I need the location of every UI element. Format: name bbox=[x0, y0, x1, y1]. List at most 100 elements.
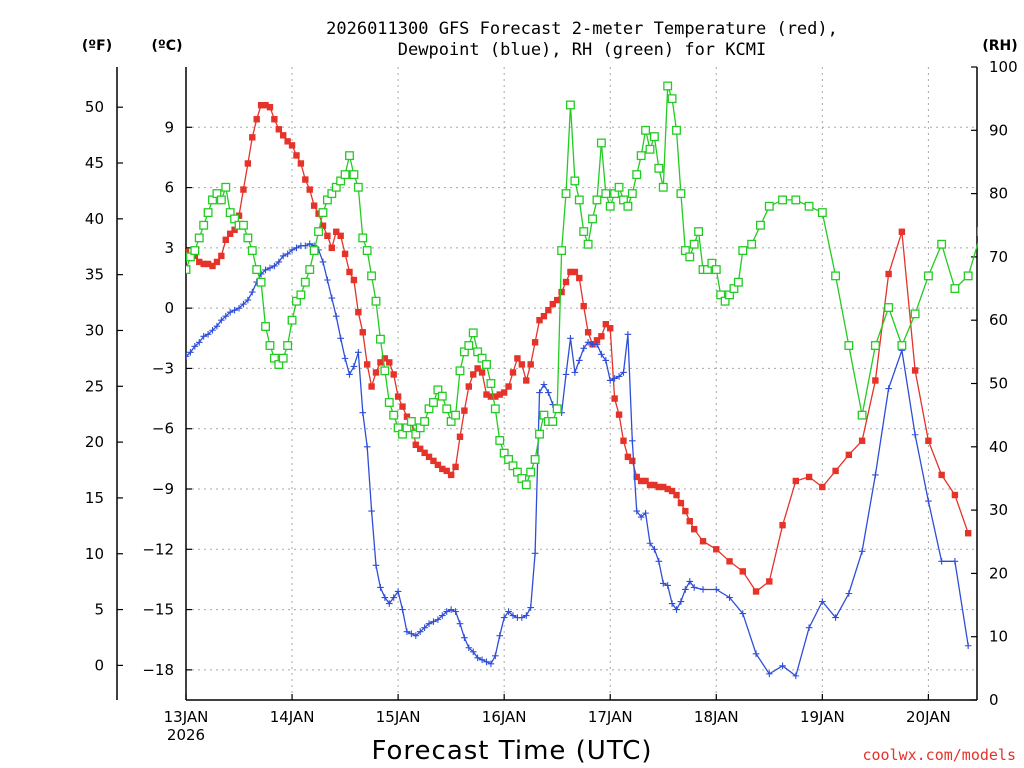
series-2-point-94 bbox=[596, 138, 606, 148]
series-2-point-39 bbox=[353, 182, 363, 192]
series-0-point-43 bbox=[372, 369, 380, 376]
series-0-point-41 bbox=[363, 361, 371, 368]
series-0-point-26 bbox=[297, 160, 305, 167]
series-1-point-93 bbox=[593, 341, 601, 348]
series-1-point-36 bbox=[341, 355, 349, 362]
series-1-point-102 bbox=[633, 507, 641, 515]
series-0-point-37 bbox=[346, 268, 353, 276]
series-1-point-136 bbox=[964, 642, 972, 650]
series-1-point-111 bbox=[673, 606, 680, 613]
series-2-point-8 bbox=[216, 195, 226, 205]
time-tick-label-7: 20JAN bbox=[906, 708, 951, 726]
celsius-tick-label-6: −9 bbox=[152, 480, 174, 498]
series-0-point-136 bbox=[964, 530, 972, 537]
series-0-point-109 bbox=[664, 485, 671, 493]
time-tick-label-0: 13JAN bbox=[164, 708, 209, 726]
series-1-point-34 bbox=[332, 312, 340, 320]
series-1-point-43 bbox=[372, 562, 380, 569]
series-1-point-104 bbox=[642, 509, 649, 517]
series-2-point-41 bbox=[362, 246, 372, 256]
series-1-point-76 bbox=[518, 614, 526, 621]
series-0-point-53 bbox=[417, 445, 424, 453]
series-0-point-102 bbox=[633, 473, 640, 481]
series-1-point-38 bbox=[350, 363, 358, 370]
series-0-point-91 bbox=[584, 329, 592, 336]
fahrenheit-unit-label: (ºF) bbox=[82, 38, 112, 54]
series-2-point-9 bbox=[221, 182, 231, 192]
series-1-point-45 bbox=[381, 594, 389, 601]
series-1-point-135 bbox=[951, 558, 959, 565]
series-0-point-10 bbox=[226, 230, 234, 237]
celsius-tick-label-9: −18 bbox=[142, 661, 174, 679]
celsius-tick-label-5: −6 bbox=[152, 420, 174, 438]
series-1-point-90 bbox=[580, 345, 588, 352]
series-2-point-45 bbox=[380, 366, 390, 376]
series-1 bbox=[186, 240, 972, 680]
series-2-point-17 bbox=[256, 277, 266, 287]
series-0-point-17 bbox=[257, 101, 265, 109]
series-1-point-14 bbox=[244, 296, 252, 304]
series-2-point-65 bbox=[468, 328, 478, 338]
series-2-point-27 bbox=[300, 277, 310, 287]
series-0-point-24 bbox=[288, 142, 296, 149]
series-0-point-117 bbox=[713, 546, 720, 553]
series-2-point-16 bbox=[252, 265, 262, 275]
series-0-point-21 bbox=[275, 126, 282, 133]
series-1-point-74 bbox=[509, 612, 517, 619]
series-1-point-127 bbox=[845, 590, 853, 597]
series-0-point-93 bbox=[593, 337, 601, 344]
series-0-point-78 bbox=[527, 361, 534, 368]
series-1-point-31 bbox=[319, 258, 327, 266]
series-0-point-80 bbox=[536, 317, 543, 324]
series-0-point-56 bbox=[430, 457, 437, 465]
series-2-point-95 bbox=[601, 189, 611, 199]
rh-tick-label-4: 60 bbox=[989, 311, 1008, 329]
series-1-point-59 bbox=[443, 608, 451, 615]
series-0-point-113 bbox=[682, 507, 689, 515]
series-0-point-107 bbox=[655, 483, 663, 491]
series-0-point-132 bbox=[911, 367, 919, 374]
series-0-point-73 bbox=[505, 383, 512, 390]
series-0-point-48 bbox=[394, 393, 402, 400]
series-1-point-33 bbox=[328, 294, 336, 302]
series-2-point-13 bbox=[238, 220, 248, 230]
series-0-point-79 bbox=[531, 339, 539, 346]
series-1-point-116 bbox=[699, 586, 707, 593]
series-0-point-20 bbox=[271, 116, 278, 123]
series-0-point-131 bbox=[898, 228, 906, 235]
series-1-point-4 bbox=[200, 332, 207, 340]
series-0-point-81 bbox=[540, 312, 548, 320]
series-0-point-76 bbox=[518, 361, 526, 368]
series-1-point-9 bbox=[222, 312, 230, 320]
series-2-point-84 bbox=[552, 404, 562, 414]
series-0-point-89 bbox=[576, 274, 583, 282]
series-1-point-28 bbox=[306, 240, 314, 248]
series-2-point-100 bbox=[623, 201, 633, 211]
series-0-point-15 bbox=[249, 134, 256, 141]
series-0-point-99 bbox=[620, 437, 627, 444]
series-0-point-95 bbox=[602, 321, 610, 328]
series-1-point-81 bbox=[540, 381, 548, 388]
series-0-point-61 bbox=[452, 463, 459, 471]
celsius-unit-label: (ºC) bbox=[152, 38, 183, 54]
fahrenheit-tick-label-2: 40 bbox=[85, 210, 104, 228]
chart-title-line-2: Dewpoint (blue), RH (green) for KCMI bbox=[398, 40, 766, 60]
series-0-point-18 bbox=[262, 101, 269, 109]
fahrenheit-tick-label-8: 10 bbox=[85, 545, 104, 563]
series-1-point-126 bbox=[832, 614, 839, 621]
series-1-point-77 bbox=[522, 612, 530, 619]
series-1-point-48 bbox=[394, 588, 402, 595]
fahrenheit-tick-label-9: 5 bbox=[94, 601, 104, 619]
series-0-point-50 bbox=[403, 413, 411, 420]
series-0-point-67 bbox=[478, 369, 486, 376]
series-0-point-63 bbox=[461, 407, 468, 414]
series-0-point-110 bbox=[668, 487, 676, 495]
series-1-point-21 bbox=[275, 258, 283, 266]
series-1-point-40 bbox=[359, 409, 367, 416]
rh-tick-label-0: 100 bbox=[989, 58, 1018, 76]
series-2-point-44 bbox=[375, 334, 385, 344]
series-2-point-78 bbox=[526, 467, 536, 477]
series-0-point-14 bbox=[244, 160, 252, 167]
series-2-point-91 bbox=[583, 239, 593, 249]
time-tick-label-2: 15JAN bbox=[376, 708, 421, 726]
